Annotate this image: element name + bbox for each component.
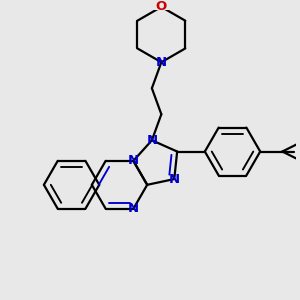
- Text: N: N: [128, 202, 139, 215]
- Text: N: N: [146, 134, 158, 147]
- Text: N: N: [169, 172, 180, 186]
- Text: N: N: [128, 154, 139, 167]
- Text: N: N: [156, 56, 167, 69]
- Text: O: O: [156, 0, 167, 14]
